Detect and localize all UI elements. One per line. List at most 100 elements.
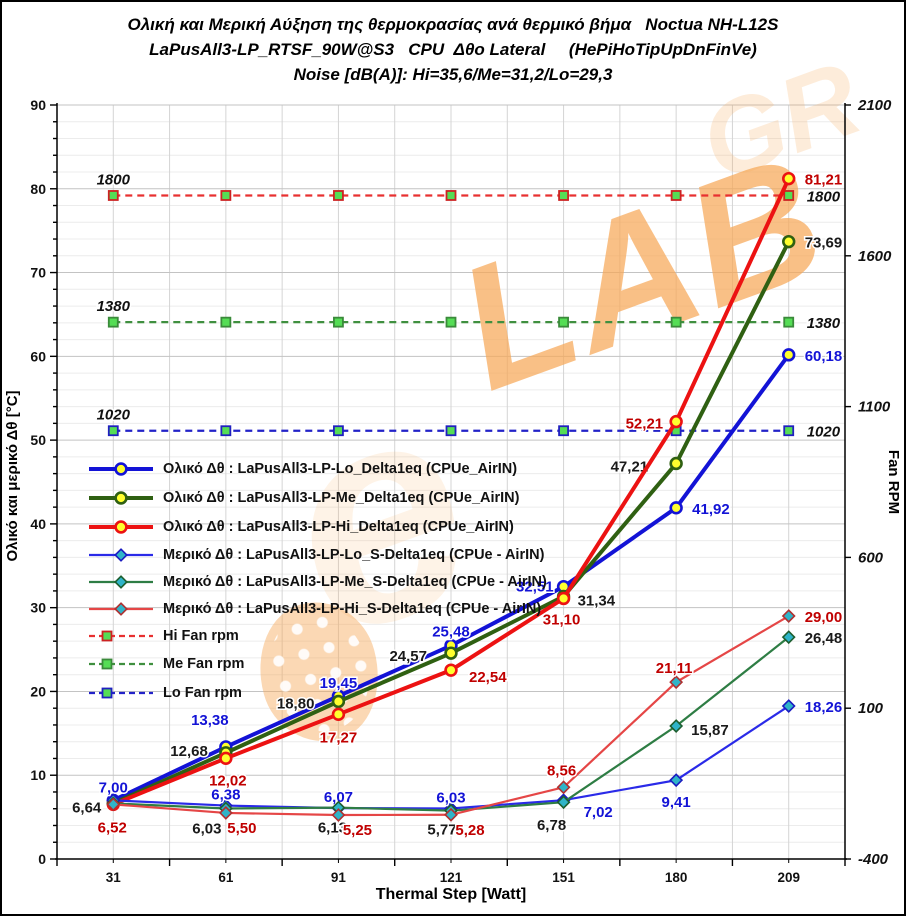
data-label: 6,64 — [72, 799, 102, 816]
data-label: 1020 — [807, 424, 841, 441]
marker-diamond — [781, 609, 796, 623]
y-right-tick-label: 100 — [858, 700, 884, 717]
data-label: 1020 — [97, 407, 131, 424]
marker-square — [107, 190, 119, 201]
marker-circle — [444, 646, 458, 660]
x-tick-label: 31 — [106, 870, 122, 885]
x-axis-title: Thermal Step [Watt] — [375, 886, 527, 903]
data-label: 13,38 — [191, 712, 229, 729]
data-label: 7,00 — [99, 779, 128, 796]
y-left-tick-label: 60 — [30, 348, 46, 364]
data-label: 6,07 — [324, 789, 353, 806]
x-tick-label: 209 — [777, 870, 800, 885]
marker-diamond — [669, 773, 684, 788]
data-label: 25,48 — [432, 624, 470, 641]
data-label: 18,26 — [805, 699, 843, 716]
y-left-tick-label: 0 — [38, 851, 46, 867]
data-label: 47,21 — [611, 458, 649, 475]
data-label: 22,54 — [469, 669, 507, 686]
data-label: 6,03 — [192, 820, 221, 837]
marker-square — [558, 425, 569, 437]
marker-square — [220, 190, 232, 201]
data-label: 6,38 — [211, 787, 240, 804]
marker-square — [107, 425, 119, 437]
y-left-tick-label: 90 — [30, 97, 46, 113]
y-left-tick-label: 30 — [30, 600, 46, 616]
marker-square — [445, 425, 457, 437]
y-right-tick-label: 2100 — [857, 97, 892, 114]
marker-square — [220, 316, 232, 328]
data-label: 19,45 — [320, 675, 358, 692]
y-right-tick-label: 600 — [858, 549, 884, 566]
marker-diamond — [218, 805, 233, 820]
marker-square — [333, 425, 344, 437]
x-tick-label: 91 — [331, 870, 347, 885]
data-label: 5,50 — [227, 820, 256, 837]
marker-diamond — [669, 719, 684, 733]
marker-circle — [669, 456, 683, 471]
y-right-tick-label: -400 — [858, 851, 889, 868]
data-label: 6,03 — [436, 789, 465, 806]
data-label: 52,21 — [626, 416, 664, 433]
data-label: 31,34 — [578, 592, 616, 609]
y-left-tick-label: 10 — [30, 767, 46, 783]
y-left-tick-label: 70 — [30, 265, 46, 281]
data-label: 5,25 — [343, 822, 372, 839]
data-label: 17,27 — [320, 729, 358, 746]
data-label: 41,92 — [692, 501, 730, 518]
data-label: 8,56 — [547, 762, 576, 779]
series-line — [112, 353, 791, 803]
y-axis-title-right: Fan RPM — [885, 449, 902, 515]
data-label: 21,11 — [656, 660, 693, 677]
y-left-tick-label: 20 — [30, 683, 46, 699]
marker-diamond — [781, 630, 796, 645]
y-right-tick-label: 1600 — [858, 248, 892, 265]
y-left-tick-label: 50 — [30, 432, 46, 448]
marker-square — [783, 425, 795, 437]
data-label: 31,10 — [543, 611, 581, 628]
marker-circle — [782, 171, 796, 186]
data-label: 15,87 — [691, 722, 729, 739]
marker-circle — [669, 501, 683, 515]
marker-diamond — [669, 675, 684, 690]
data-label: 5,77 — [427, 822, 456, 839]
marker-diamond — [556, 780, 571, 795]
marker-square — [107, 316, 119, 328]
marker-square — [558, 190, 569, 201]
data-label: 26,48 — [805, 630, 843, 647]
marker-circle — [669, 414, 683, 429]
data-label: 60,18 — [805, 348, 843, 365]
marker-circle — [782, 234, 796, 249]
marker-square — [783, 190, 795, 201]
chart-title-line2: LaPusAll3-LP_RTSF_90W@S3 CPU Δθο Lateral… — [149, 40, 757, 59]
series-total-lo: 7,00 13,38 19,45 25,48 32,51 41,92 60,18 — [97, 346, 844, 808]
data-label: 1800 — [97, 171, 131, 188]
data-label: 6,78 — [537, 817, 566, 834]
data-label: 1380 — [807, 315, 841, 332]
marker-diamond — [444, 807, 458, 822]
data-label: 29,00 — [805, 609, 843, 626]
marker-circle — [219, 751, 233, 765]
series-partial-hi: 5,50 5,25 5,28 8,56 21,11 29,00 — [106, 608, 844, 841]
marker-square — [445, 190, 457, 201]
marker-square — [333, 316, 344, 328]
x-tick-label: 151 — [552, 870, 575, 885]
y-left-tick-label: 40 — [30, 516, 46, 532]
marker-diamond — [106, 797, 121, 812]
marker-square — [558, 316, 569, 328]
x-tick-label: 180 — [665, 870, 688, 885]
y-right-tick-label: 1100 — [858, 399, 891, 416]
chart-title-line3: Noise [dB(A)]: Hi=35,6/Me=31,2/Lo=29,3 — [293, 65, 613, 84]
marker-square — [783, 316, 795, 328]
marker-square — [333, 190, 344, 201]
data-label: 7,02 — [584, 804, 613, 821]
x-tick-label: 121 — [440, 870, 463, 885]
data-label: 6,13 — [318, 820, 347, 837]
marker-diamond — [781, 699, 796, 713]
marker-circle — [331, 694, 346, 709]
marker-circle — [331, 707, 346, 722]
data-label: 12,02 — [209, 772, 247, 789]
data-label: 32,51 — [516, 579, 554, 596]
series-fan-me: 1380 1380 — [95, 297, 842, 334]
